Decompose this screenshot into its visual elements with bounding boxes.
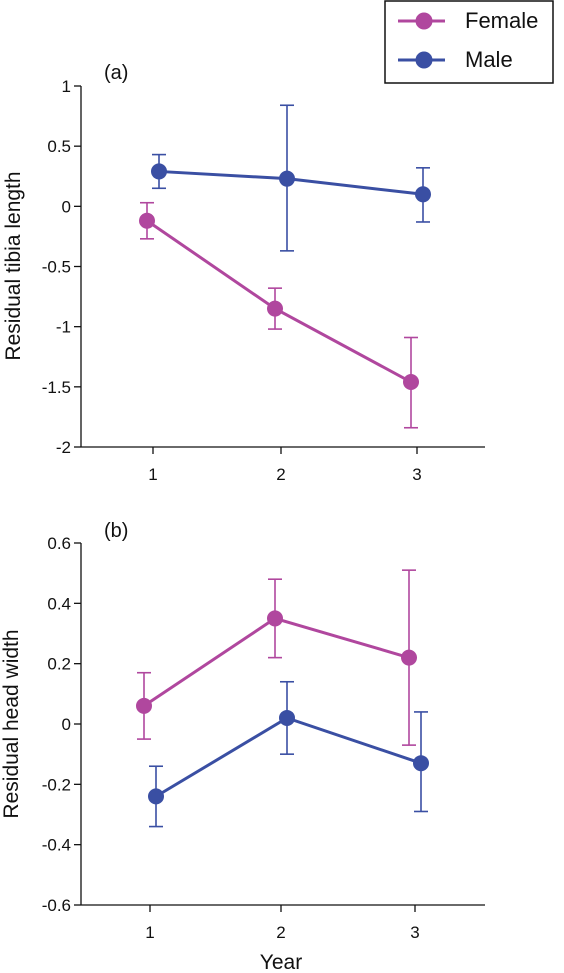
- x-tick-label: 1: [145, 923, 154, 942]
- legend-male-marker: [415, 51, 433, 69]
- female-data-point: [267, 610, 283, 627]
- panel-a: (a) Residual tibia length 1 0.5 0 -0.5 -1 -1.…: [2, 62, 485, 484]
- female-data-point: [401, 649, 417, 666]
- panel-a-series: [139, 104, 431, 429]
- y-tick-label: -0.5: [42, 258, 71, 277]
- y-tick-label: 0.6: [47, 534, 71, 553]
- x-tick-label: 3: [412, 465, 421, 484]
- female-data-point: [403, 374, 419, 391]
- y-tick-label: -1: [56, 318, 71, 337]
- male-data-point: [151, 163, 167, 180]
- legend: Female Male: [384, 0, 554, 84]
- male-data-point: [413, 755, 429, 772]
- female-series-line: [146, 219, 412, 384]
- y-tick-label: 0: [62, 197, 71, 216]
- panel-b-series: [136, 569, 429, 828]
- panel-b-label: (b): [104, 520, 128, 542]
- female-data-point: [267, 300, 283, 317]
- panel-a-label: (a): [104, 62, 128, 84]
- legend-female-marker: [415, 12, 433, 30]
- x-tick-label: 2: [276, 465, 285, 484]
- panel-b: (b) Residual head width Year 0.6 0.4 0.2 0 -…: [0, 520, 485, 973]
- male-data-point: [279, 170, 295, 187]
- panel-b-ticks: 0.6 0.4 0.2 0 -0.2 -0.4 -0.6 1 2 3: [42, 534, 420, 942]
- y-tick-label: -0.4: [42, 836, 71, 855]
- y-tick-label: 1: [62, 77, 71, 96]
- y-tick-label: 0: [62, 715, 71, 734]
- female-series-line: [143, 616, 410, 708]
- panel-b-y-axis-title: Residual head width: [0, 629, 23, 818]
- y-tick-label: -1.5: [42, 378, 71, 397]
- legend-male-label: Male: [465, 47, 513, 72]
- legend-female-label: Female: [465, 8, 538, 33]
- female-data-point: [139, 212, 155, 229]
- male-series-line: [155, 716, 422, 798]
- y-tick-label: 0.5: [47, 137, 71, 156]
- x-tick-label: 1: [148, 465, 157, 484]
- panel-b-x-axis-title: Year: [260, 951, 302, 973]
- female-data-point: [136, 697, 152, 714]
- panel-a-ticks: 1 0.5 0 -0.5 -1 -1.5 -2 1 2 3: [42, 77, 422, 484]
- y-tick-label: 0.4: [47, 594, 71, 613]
- male-data-point: [148, 788, 164, 805]
- y-tick-label: -0.6: [42, 896, 71, 915]
- legend-box: [384, 0, 554, 84]
- x-tick-label: 2: [276, 923, 285, 942]
- y-tick-label: 0.2: [47, 655, 71, 674]
- male-data-point: [279, 709, 295, 726]
- panel-a-axes: [80, 86, 485, 448]
- y-tick-label: -0.2: [42, 775, 71, 794]
- x-tick-label: 3: [410, 923, 419, 942]
- male-data-point: [415, 186, 431, 203]
- panel-a-y-axis-title: Residual tibia length: [2, 171, 25, 360]
- y-tick-label: -2: [56, 438, 71, 457]
